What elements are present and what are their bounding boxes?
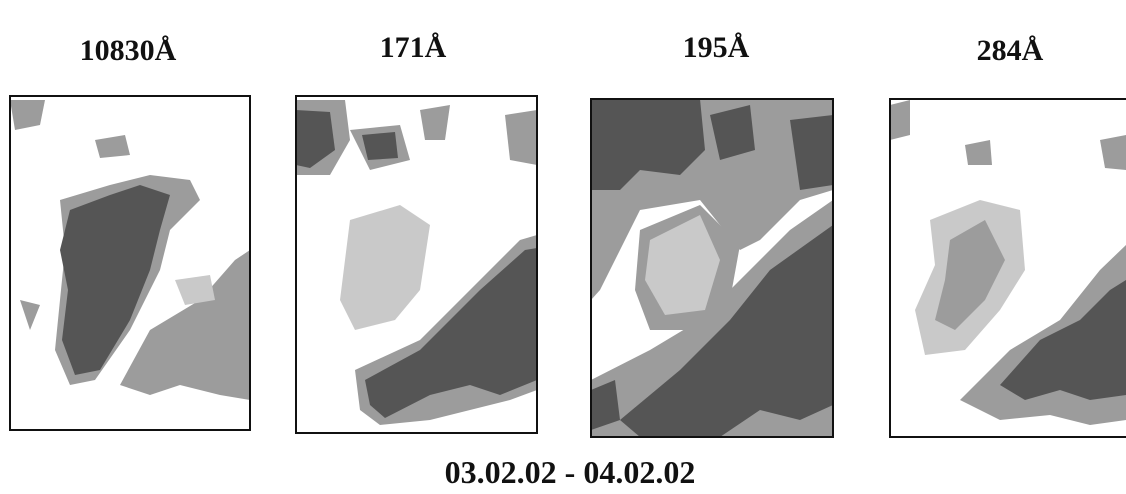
panel-frame xyxy=(9,95,251,431)
panel-frame xyxy=(590,98,834,438)
panel-image xyxy=(10,100,250,400)
panel-image xyxy=(890,100,1126,425)
caption: 03.02.02 - 04.02.02 xyxy=(445,454,696,489)
panel-title: 195Å xyxy=(683,31,750,64)
panel-image xyxy=(296,100,537,425)
panel-title: 10830Å xyxy=(80,34,177,67)
panel-frame xyxy=(295,95,538,434)
panel-image xyxy=(591,99,833,437)
panel-title: 284Å xyxy=(977,34,1044,67)
panel-frame xyxy=(889,98,1126,438)
panel-title: 171Å xyxy=(380,31,447,64)
